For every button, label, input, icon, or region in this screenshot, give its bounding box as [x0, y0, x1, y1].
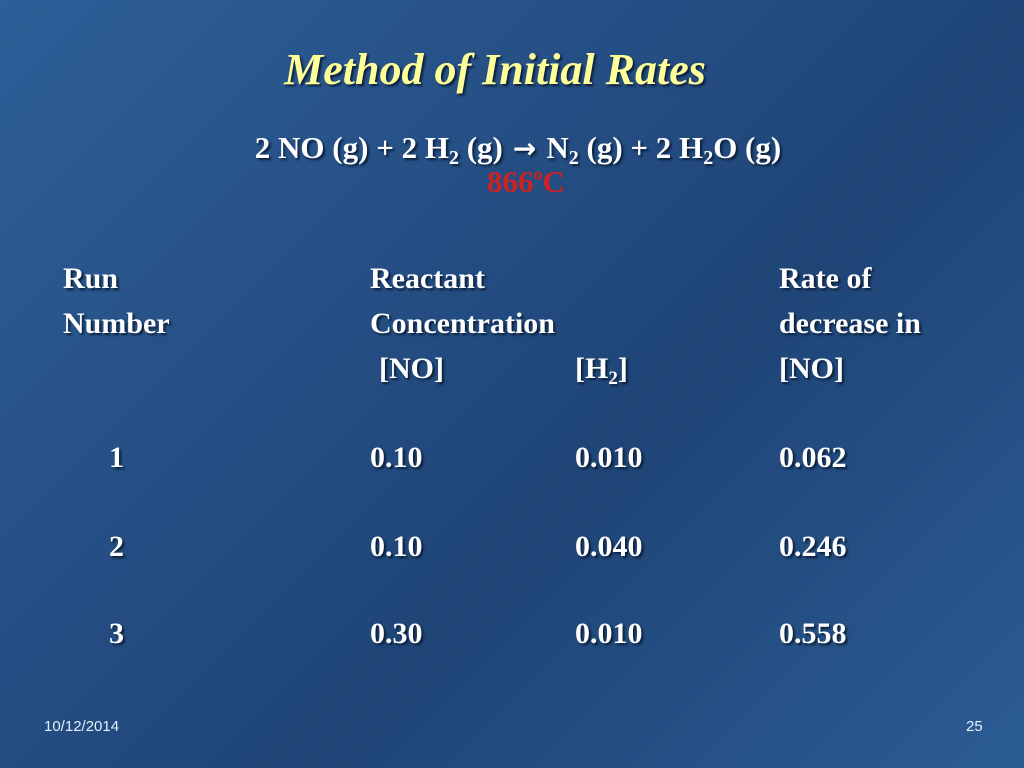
header-run-line2: Number: [63, 307, 170, 340]
row3-run: 3: [109, 617, 124, 650]
header-h2-column: [H2]: [575, 352, 628, 389]
row2-h2: 0.040: [575, 530, 643, 563]
header-rate-line2: decrease in: [779, 307, 921, 340]
row1-run: 1: [109, 441, 124, 474]
row3-no: 0.30: [370, 617, 423, 650]
row1-no: 0.10: [370, 441, 423, 474]
reaction-arrow-icon: →: [512, 132, 537, 165]
header-no-column: [NO]: [379, 352, 444, 385]
header-reactant-line2: Concentration: [370, 307, 555, 340]
row3-rate: 0.558: [779, 617, 847, 650]
equation-reactants: 2 NO (g) + 2 H: [254, 130, 449, 165]
row1-h2: 0.010: [575, 441, 643, 474]
footer-date: 10/12/2014: [44, 718, 120, 735]
equation-products: N: [546, 130, 569, 165]
row2-rate: 0.246: [779, 530, 847, 563]
page-number: 25: [966, 718, 983, 735]
header-run-line1: Run: [63, 262, 119, 295]
row2-no: 0.10: [370, 530, 423, 563]
row3-h2: 0.010: [575, 617, 643, 650]
reaction-equation: 2 NO (g) + 2 H2 (g) → N2 (g) + 2 H2O (g): [254, 130, 782, 169]
row2-run: 2: [109, 530, 124, 563]
slide-title: Method of Initial Rates: [284, 45, 706, 94]
reaction-temperature: 866oC: [487, 164, 565, 199]
header-reactant-line1: Reactant: [370, 262, 485, 295]
row1-rate: 0.062: [779, 441, 847, 474]
header-rate-line1: Rate of: [779, 262, 872, 295]
header-rate-line3: [NO]: [779, 352, 844, 385]
